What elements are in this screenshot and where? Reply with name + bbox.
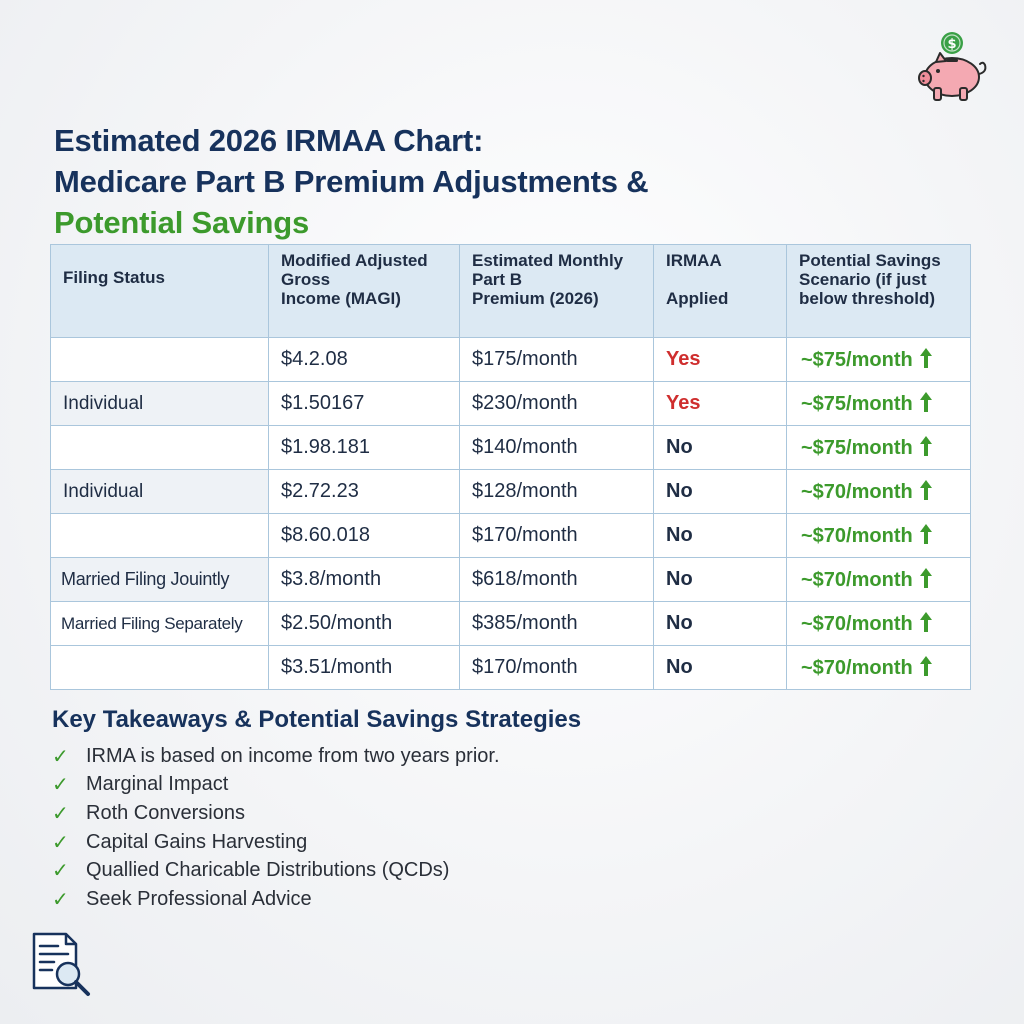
cell-magi: $2.50/month bbox=[268, 601, 460, 646]
cell-savings: ~$75/month bbox=[786, 337, 971, 382]
header-premium: Estimated Monthly Part B Premium (2026) bbox=[459, 244, 654, 338]
cell-irmaa-applied: Yes bbox=[653, 381, 787, 426]
cell-filing-status bbox=[50, 645, 269, 690]
arrow-up-icon bbox=[919, 612, 932, 632]
cell-magi: $1.98.181 bbox=[268, 425, 460, 470]
cell-savings: ~$70/month bbox=[786, 469, 971, 514]
cell-irmaa-applied: Yes bbox=[653, 337, 787, 382]
cell-filing-status bbox=[50, 513, 269, 558]
cell-filing-status: Married Filing Separately bbox=[50, 601, 269, 646]
takeaways-section: Key Takeaways & Potential Savings Strate… bbox=[52, 706, 581, 914]
takeaway-text: Quallied Charicable Distributions (QCDs) bbox=[86, 859, 450, 882]
page-title: Estimated 2026 IRMAA Chart: Medicare Par… bbox=[54, 120, 649, 243]
cell-savings: ~$70/month bbox=[786, 557, 971, 602]
cell-irmaa-applied: No bbox=[653, 645, 787, 690]
cell-magi: $3.8/month bbox=[268, 557, 460, 602]
cell-premium: $230/month bbox=[459, 381, 654, 426]
cell-magi: $2.72.23 bbox=[268, 469, 460, 514]
cell-filing-status bbox=[50, 425, 269, 470]
cell-magi: $4.2.08 bbox=[268, 337, 460, 382]
header-magi: Modified Adjusted Gross Income (MAGI) bbox=[268, 244, 460, 338]
piggy-bank-coin-icon: $ bbox=[918, 32, 987, 101]
list-item: ✓ Roth Conversions bbox=[52, 799, 581, 828]
cell-filing-status: Individual bbox=[50, 469, 269, 514]
table-row: Married Filing Separately $2.50/month $3… bbox=[50, 601, 971, 646]
cell-magi: $3.51/month bbox=[268, 645, 460, 690]
cell-irmaa-applied: No bbox=[653, 425, 787, 470]
title-line-3: Potential Savings bbox=[54, 205, 309, 240]
checkmark-icon: ✓ bbox=[52, 860, 69, 883]
arrow-up-icon bbox=[919, 436, 932, 456]
cell-irmaa-applied: No bbox=[653, 469, 787, 514]
cell-filing-status bbox=[50, 337, 269, 382]
cell-magi: $1.50167 bbox=[268, 381, 460, 426]
takeaway-text: Marginal Impact bbox=[86, 773, 229, 796]
table-row: Married Filing Jouintly $3.8/month $618/… bbox=[50, 557, 971, 602]
cell-premium: $140/month bbox=[459, 425, 654, 470]
table-header-row: Filing Status Modified Adjusted Gross Inco… bbox=[50, 244, 971, 338]
cell-savings: ~$70/month bbox=[786, 513, 971, 558]
document-search-icon bbox=[32, 932, 90, 996]
cell-filing-status: Married Filing Jouintly bbox=[50, 557, 269, 602]
takeaway-text: Roth Conversions bbox=[86, 801, 245, 824]
list-item: ✓ Marginal Impact bbox=[52, 771, 581, 800]
arrow-up-icon bbox=[919, 392, 932, 412]
cell-premium: $175/month bbox=[459, 337, 654, 382]
table-row: $1.98.181 $140/month No ~$75/month bbox=[50, 425, 971, 470]
cell-premium: $618/month bbox=[459, 557, 654, 602]
cell-premium: $128/month bbox=[459, 469, 654, 514]
header-filing-status: Filing Status bbox=[50, 244, 269, 338]
checkmark-icon: ✓ bbox=[52, 831, 69, 854]
arrow-up-icon bbox=[919, 348, 932, 368]
cell-premium: $170/month bbox=[459, 645, 654, 690]
cell-savings: ~$75/month bbox=[786, 381, 971, 426]
cell-savings: ~$70/month bbox=[786, 601, 971, 646]
arrow-up-icon bbox=[919, 524, 932, 544]
checkmark-icon: ✓ bbox=[52, 774, 69, 797]
list-item: ✓ Capital Gains Harvesting bbox=[52, 828, 581, 857]
svg-text:$: $ bbox=[947, 37, 956, 52]
checkmark-icon: ✓ bbox=[52, 888, 69, 911]
table-row: $8.60.018 $170/month No ~$70/month bbox=[50, 513, 971, 558]
arrow-up-icon bbox=[919, 656, 932, 676]
list-item: ✓ IRMA is based on income from two years … bbox=[52, 742, 581, 771]
cell-savings: ~$70/month bbox=[786, 645, 971, 690]
title-line-1: Estimated 2026 IRMAA Chart: bbox=[54, 123, 484, 158]
cell-irmaa-applied: No bbox=[653, 601, 787, 646]
title-line-2: Medicare Part B Premium Adjustments & bbox=[54, 164, 649, 199]
cell-irmaa-applied: No bbox=[653, 513, 787, 558]
cell-irmaa-applied: No bbox=[653, 557, 787, 602]
table-row: Individual $1.50167 $230/month Yes ~$75/… bbox=[50, 381, 971, 426]
list-item: ✓ Seek Professional Advice bbox=[52, 885, 581, 914]
takeaways-list: ✓ IRMA is based on income from two years … bbox=[52, 742, 581, 914]
cell-savings: ~$75/month bbox=[786, 425, 971, 470]
cell-magi: $8.60.018 bbox=[268, 513, 460, 558]
table-row: Individual $2.72.23 $128/month No ~$70/m… bbox=[50, 469, 971, 514]
cell-filing-status: Individual bbox=[50, 381, 269, 426]
header-potential-savings: Potential Savings Scenario (if just below … bbox=[786, 244, 971, 338]
header-irmaa-applied: IRMAA Applied bbox=[653, 244, 787, 338]
takeaway-text: Capital Gains Harvesting bbox=[86, 830, 308, 853]
arrow-up-icon bbox=[919, 568, 932, 588]
list-item: ✓ Quallied Charicable Distributions (QCDs… bbox=[52, 856, 581, 885]
cell-premium: $170/month bbox=[459, 513, 654, 558]
checkmark-icon: ✓ bbox=[52, 802, 69, 825]
takeaways-heading: Key Takeaways & Potential Savings Strate… bbox=[52, 706, 582, 733]
table-row: $3.51/month $170/month No ~$70/month bbox=[50, 645, 971, 690]
arrow-up-icon bbox=[919, 480, 932, 500]
takeaway-text: IRMA is based on income from two years p… bbox=[86, 744, 500, 767]
irmaa-table: Filing Status Modified Adjusted Gross Inco… bbox=[50, 244, 971, 690]
table-row: $4.2.08 $175/month Yes ~$75/month bbox=[50, 337, 971, 382]
cell-premium: $385/month bbox=[459, 601, 654, 646]
checkmark-icon: ✓ bbox=[52, 745, 69, 768]
takeaway-text: Seek Professional Advice bbox=[86, 887, 312, 910]
